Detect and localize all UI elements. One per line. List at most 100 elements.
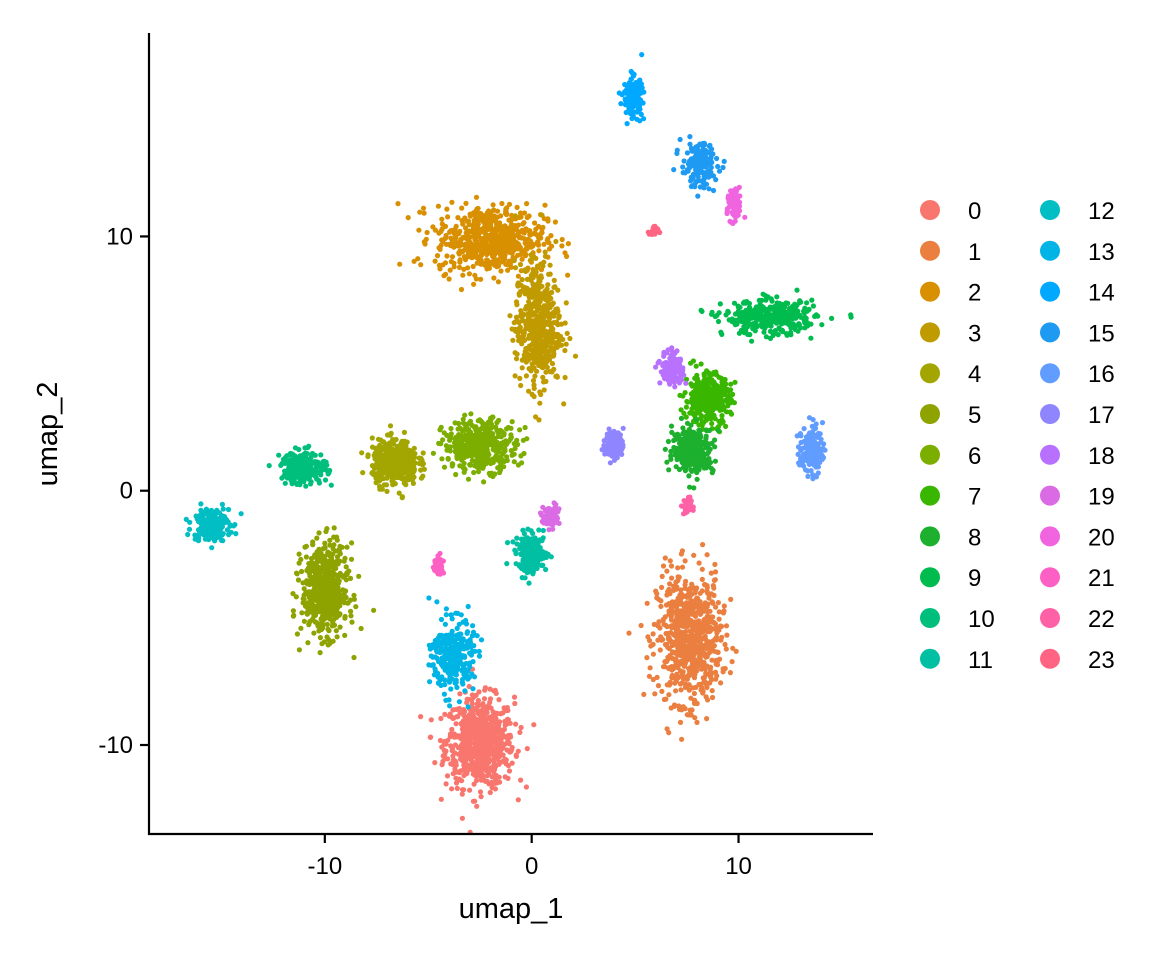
point-cluster-2 bbox=[475, 205, 481, 212]
point-cluster-3 bbox=[527, 287, 533, 293]
point-cluster-5 bbox=[314, 620, 320, 627]
point-cluster-9 bbox=[738, 327, 745, 333]
point-cluster-0 bbox=[459, 815, 465, 821]
point-cluster-8 bbox=[674, 452, 681, 458]
point-cluster-5 bbox=[321, 597, 327, 603]
point-cluster-0 bbox=[456, 769, 462, 775]
point-cluster-3 bbox=[518, 382, 524, 389]
point-cluster-5 bbox=[302, 544, 308, 550]
point-cluster-9 bbox=[725, 308, 731, 314]
point-cluster-2 bbox=[479, 235, 485, 242]
point-cluster-6 bbox=[462, 466, 468, 472]
point-cluster-6 bbox=[518, 453, 524, 459]
point-cluster-0 bbox=[487, 720, 493, 727]
point-cluster-1 bbox=[733, 648, 739, 654]
point-cluster-7 bbox=[723, 409, 730, 415]
point-cluster-7 bbox=[711, 413, 717, 419]
point-cluster-1 bbox=[703, 645, 710, 652]
point-cluster-5 bbox=[294, 570, 300, 576]
point-cluster-0 bbox=[482, 714, 489, 720]
point-cluster-0 bbox=[464, 749, 471, 756]
point-cluster-1 bbox=[689, 605, 695, 611]
point-cluster-4 bbox=[386, 468, 392, 474]
point-cluster-2 bbox=[462, 257, 469, 263]
point-cluster-3 bbox=[529, 391, 535, 397]
point-cluster-4 bbox=[375, 470, 381, 476]
point-cluster-1 bbox=[682, 607, 688, 613]
point-cluster-0 bbox=[471, 754, 477, 760]
point-cluster-1 bbox=[674, 617, 680, 624]
point-cluster-2 bbox=[453, 235, 459, 241]
point-cluster-3 bbox=[534, 342, 541, 348]
point-cluster-1 bbox=[673, 633, 680, 639]
point-cluster-2 bbox=[495, 249, 501, 256]
point-cluster-6 bbox=[471, 469, 477, 476]
point-cluster-1 bbox=[686, 712, 692, 718]
point-cluster-5 bbox=[349, 540, 355, 546]
point-cluster-2 bbox=[443, 235, 449, 241]
point-cluster-6 bbox=[456, 432, 462, 438]
point-cluster-7 bbox=[704, 368, 710, 374]
point-cluster-3 bbox=[526, 318, 532, 324]
point-cluster-1 bbox=[699, 652, 706, 658]
point-cluster-6 bbox=[445, 456, 451, 462]
point-cluster-0 bbox=[511, 694, 518, 700]
point-cluster-0 bbox=[477, 789, 484, 795]
point-cluster-2 bbox=[497, 220, 503, 226]
point-cluster-2 bbox=[482, 223, 488, 229]
point-cluster-2 bbox=[467, 245, 473, 251]
point-cluster-0 bbox=[468, 732, 475, 738]
point-cluster-5 bbox=[330, 546, 336, 552]
point-cluster-0 bbox=[493, 690, 499, 697]
point-cluster-4 bbox=[375, 448, 381, 454]
point-cluster-2 bbox=[440, 238, 446, 245]
point-cluster-2 bbox=[514, 204, 520, 210]
point-cluster-2 bbox=[495, 263, 502, 269]
point-cluster-5 bbox=[335, 603, 341, 609]
point-cluster-9 bbox=[790, 321, 796, 327]
cluster-0-points bbox=[418, 666, 537, 836]
point-cluster-3 bbox=[533, 359, 539, 365]
point-cluster-6 bbox=[477, 463, 483, 469]
point-cluster-6 bbox=[509, 419, 515, 425]
point-cluster-1 bbox=[638, 622, 644, 629]
point-cluster-3 bbox=[537, 389, 543, 395]
point-cluster-6 bbox=[494, 444, 500, 451]
point-cluster-0 bbox=[459, 791, 465, 797]
point-cluster-0 bbox=[496, 774, 502, 780]
point-cluster-5 bbox=[320, 622, 326, 628]
point-cluster-1 bbox=[668, 630, 674, 636]
point-cluster-0 bbox=[461, 723, 467, 729]
point-cluster-1 bbox=[708, 664, 714, 670]
point-cluster-1 bbox=[708, 618, 714, 624]
point-cluster-1 bbox=[662, 664, 668, 670]
point-cluster-8 bbox=[704, 428, 710, 434]
point-cluster-8 bbox=[673, 464, 679, 470]
point-cluster-3 bbox=[536, 278, 542, 284]
point-cluster-1 bbox=[626, 630, 632, 636]
point-cluster-3 bbox=[539, 358, 545, 364]
point-cluster-1 bbox=[689, 623, 695, 629]
point-cluster-9 bbox=[769, 298, 775, 304]
point-cluster-1 bbox=[652, 691, 658, 697]
point-cluster-7 bbox=[683, 414, 689, 420]
point-cluster-1 bbox=[712, 669, 719, 675]
point-cluster-8 bbox=[665, 438, 672, 445]
point-cluster-0 bbox=[482, 746, 488, 752]
point-cluster-6 bbox=[457, 463, 463, 469]
point-cluster-9 bbox=[759, 297, 765, 303]
point-cluster-7 bbox=[713, 402, 719, 408]
point-cluster-0 bbox=[461, 766, 467, 772]
point-cluster-2 bbox=[420, 205, 427, 211]
point-cluster-1 bbox=[671, 666, 677, 672]
point-cluster-0 bbox=[492, 786, 498, 792]
point-cluster-8 bbox=[690, 437, 696, 443]
point-cluster-2 bbox=[515, 273, 522, 279]
point-cluster-3 bbox=[562, 374, 568, 381]
point-cluster-2 bbox=[397, 261, 403, 267]
point-cluster-0 bbox=[490, 709, 496, 715]
point-cluster-4 bbox=[395, 447, 402, 453]
point-cluster-6 bbox=[430, 450, 436, 456]
point-cluster-5 bbox=[311, 593, 317, 599]
point-cluster-2 bbox=[508, 221, 515, 227]
